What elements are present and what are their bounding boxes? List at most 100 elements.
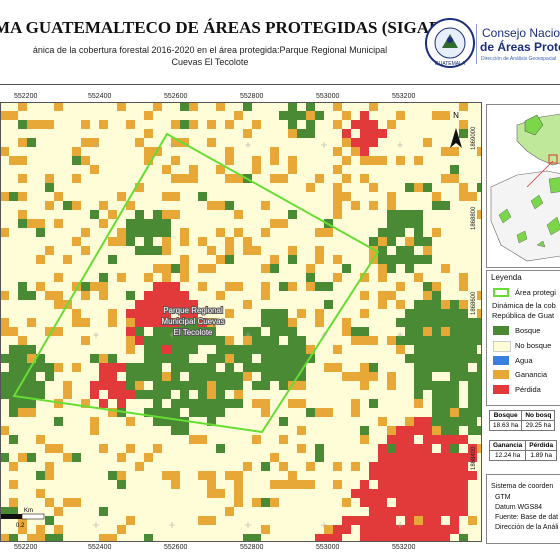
raster-cell-gain — [45, 444, 54, 453]
raster-cell-gain — [63, 381, 72, 390]
raster-cell-forest — [441, 381, 450, 390]
raster-cell-gain — [333, 147, 342, 156]
raster-cell-gain — [0, 192, 9, 201]
raster-cell-forest — [360, 327, 369, 336]
raster-cell-loss — [135, 336, 144, 345]
raster-cell-forest — [9, 399, 18, 408]
raster-cell-gain — [117, 237, 126, 246]
raster-cell-gain — [279, 462, 288, 471]
raster-cell-gain — [459, 102, 468, 111]
raster-cell-gain — [54, 507, 63, 516]
raster-cell-forest — [414, 318, 423, 327]
raster-cell-gain — [72, 498, 81, 507]
raster-cell-forest — [9, 372, 18, 381]
raster-cell-gain — [108, 309, 117, 318]
raster-cell-forest — [135, 228, 144, 237]
raster-cell-forest — [288, 210, 297, 219]
raster-cell-forest — [432, 300, 441, 309]
raster-cell-forest — [459, 345, 468, 354]
raster-cell-loss — [441, 489, 450, 498]
raster-cell-gain — [234, 489, 243, 498]
raster-cell-forest — [396, 219, 405, 228]
raster-cell-forest — [387, 210, 396, 219]
raster-cell-loss — [396, 453, 405, 462]
raster-cell-loss — [468, 471, 477, 480]
raster-cell-gain — [0, 534, 9, 542]
water-swatch — [493, 356, 509, 365]
raster-cell-forest — [297, 129, 306, 138]
raster-cell-forest — [477, 399, 482, 408]
forest-cover-raster — [0, 102, 482, 542]
raster-cell-forest — [153, 408, 162, 417]
raster-cell-forest — [234, 399, 243, 408]
raster-cell-gain — [243, 300, 252, 309]
raster-cell-forest — [288, 372, 297, 381]
raster-cell-forest — [450, 390, 459, 399]
raster-cell-forest — [27, 453, 36, 462]
raster-cell-forest — [468, 426, 477, 435]
raster-cell-gain — [45, 462, 54, 471]
raster-cell-forest — [432, 354, 441, 363]
raster-cell-forest — [432, 318, 441, 327]
raster-cells — [0, 102, 482, 542]
raster-cell-forest — [279, 345, 288, 354]
raster-cell-gain — [162, 372, 171, 381]
raster-cell-gain — [153, 102, 162, 111]
raster-cell-forest — [126, 219, 135, 228]
raster-cell-gain — [81, 291, 90, 300]
raster-cell-gain — [261, 282, 270, 291]
raster-cell-gain — [45, 120, 54, 129]
raster-cell-loss — [162, 318, 171, 327]
raster-cell-gain — [216, 255, 225, 264]
raster-cell-gain — [360, 291, 369, 300]
raster-cell-loss — [333, 534, 342, 542]
raster-cell-forest — [441, 399, 450, 408]
raster-cell-loss — [405, 480, 414, 489]
raster-cell-gain — [360, 174, 369, 183]
raster-cell-gain — [45, 327, 54, 336]
raster-cell-gain — [171, 138, 180, 147]
raster-cell-forest — [153, 363, 162, 372]
note-line: Datum WGS84 — [495, 504, 543, 511]
raster-cell-loss — [135, 300, 144, 309]
raster-cell-forest — [306, 408, 315, 417]
raster-cell-forest — [0, 372, 9, 381]
raster-cell-gain — [36, 219, 45, 228]
raster-cell-forest — [135, 327, 144, 336]
raster-cell-gain — [180, 237, 189, 246]
raster-cell-loss — [378, 462, 387, 471]
north-arrow — [450, 128, 462, 148]
raster-cell-forest — [18, 219, 27, 228]
subtitle-line-1: ánica de la cobertura forestal 2016-2020… — [32, 45, 388, 55]
raster-cell-forest — [153, 354, 162, 363]
raster-cell-loss — [459, 435, 468, 444]
raster-cell-gain — [468, 516, 477, 525]
raster-cell-forest — [0, 381, 9, 390]
raster-cell-loss — [396, 435, 405, 444]
raster-cell-forest — [297, 345, 306, 354]
raster-cell-loss — [117, 399, 126, 408]
raster-cell-loss — [360, 525, 369, 534]
raster-cell-gain — [117, 102, 126, 111]
raster-cell-gain — [36, 525, 45, 534]
raster-cell-loss — [414, 426, 423, 435]
map-title: MA GUATEMALTECO DE ÁREAS PROTEGIDAS (SIG… — [0, 18, 446, 37]
raster-cell-gain — [81, 228, 90, 237]
raster-cell-loss — [342, 525, 351, 534]
raster-cell-gain — [351, 462, 360, 471]
raster-cell-forest — [126, 228, 135, 237]
raster-cell-forest — [243, 363, 252, 372]
raster-cell-loss — [450, 498, 459, 507]
raster-cell-forest — [198, 192, 207, 201]
raster-cell-forest — [432, 291, 441, 300]
raster-cell-forest — [198, 336, 207, 345]
raster-cell-gain — [279, 480, 288, 489]
raster-cell-gain — [270, 219, 279, 228]
raster-cell-gain — [459, 273, 468, 282]
raster-cell-gain — [333, 120, 342, 129]
raster-cell-gain — [171, 192, 180, 201]
raster-cell-gain — [225, 354, 234, 363]
raster-cell-forest — [387, 237, 396, 246]
raster-cell-gain — [378, 237, 387, 246]
raster-cell-gain — [459, 120, 468, 129]
